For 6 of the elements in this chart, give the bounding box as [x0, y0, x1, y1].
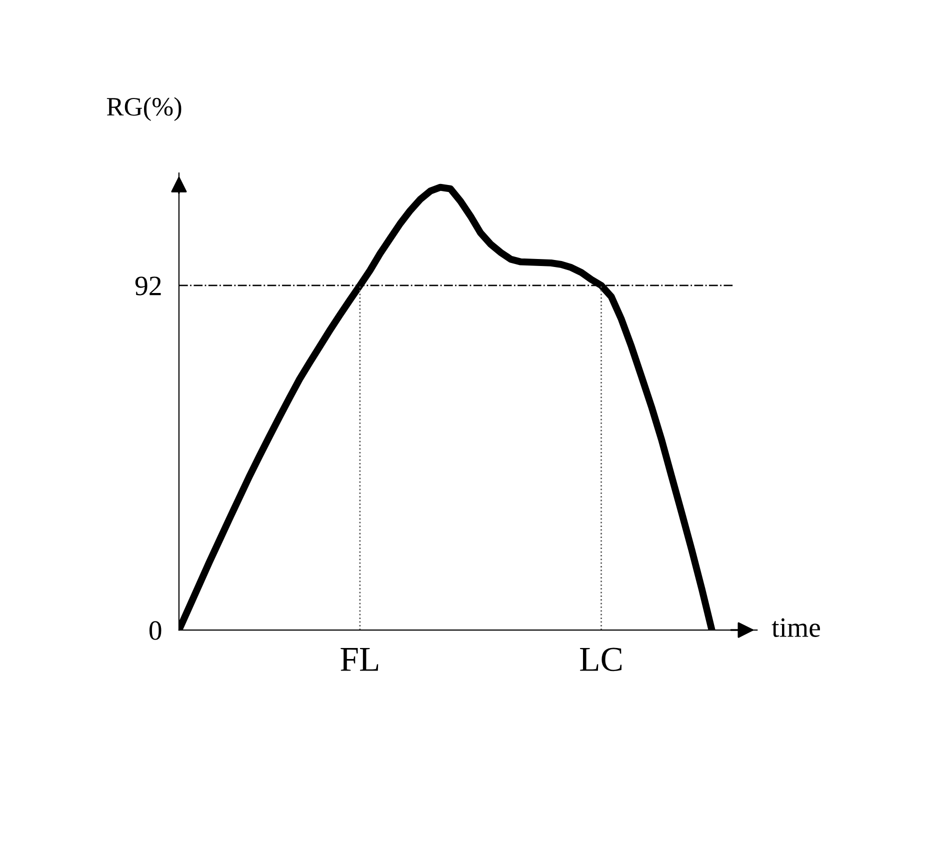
x-tick-label: FL: [340, 648, 378, 671]
x-axis-title: time: [772, 618, 820, 637]
y-tick-label: 92: [135, 276, 161, 296]
y-tick-label: 0: [149, 621, 162, 640]
y-axis-title: RG(%): [106, 97, 182, 122]
x-tick-label: LC: [580, 648, 622, 672]
